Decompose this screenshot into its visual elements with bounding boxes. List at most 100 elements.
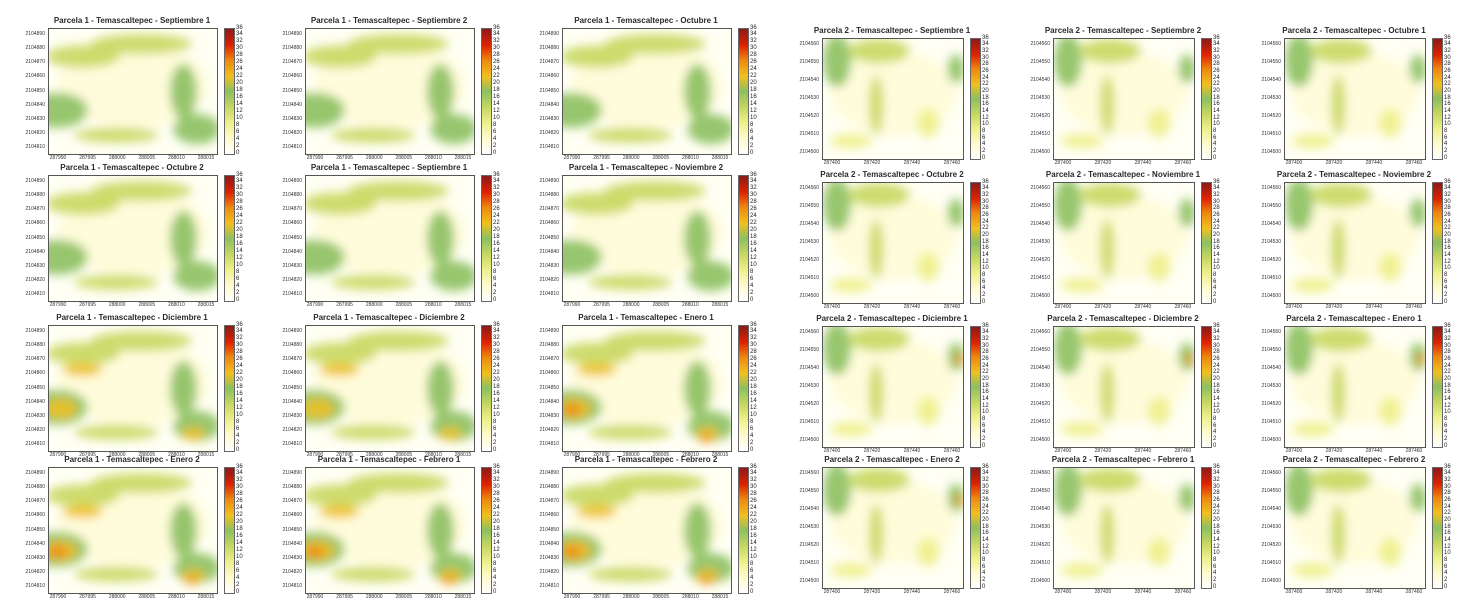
heatmap-cell [683, 503, 711, 558]
colorbar-tick-label: 30 [236, 45, 243, 52]
colorbar-tick-label: 28 [236, 349, 243, 356]
y-tick-label: 2104540 [1261, 365, 1281, 371]
heatmap-cell [49, 239, 88, 275]
y-tick-label: 2104540 [799, 221, 819, 227]
y-tick-label: 2104510 [799, 131, 819, 137]
y-tick-label: 2104550 [1030, 347, 1050, 353]
colorbar-tick-label: 28 [1444, 349, 1451, 356]
heatmap-cell [1285, 39, 1313, 87]
colorbar-tick-label: 12 [493, 254, 500, 261]
heatmap-plot [1053, 182, 1195, 304]
colorbar-tick-label: 4 [1444, 429, 1448, 436]
x-tick-label: 288000 [365, 452, 383, 458]
y-tick-label: 2104560 [1030, 470, 1050, 476]
colorbar-tick-label: 32 [1444, 335, 1451, 342]
colorbar-tick-label: 32 [982, 476, 989, 483]
colorbar-tick-label: 36 [1213, 34, 1220, 41]
colorbar-tick-label: 16 [750, 390, 757, 397]
heatmap-cell [683, 64, 711, 119]
colorbar-tick-label: 24 [1213, 74, 1220, 81]
heatmap-cell [869, 504, 884, 564]
y-tick-label: 2104870 [25, 206, 45, 213]
colorbar-tick-label: 16 [1213, 101, 1220, 108]
colorbar-tick-label: 14 [1444, 107, 1451, 114]
x-tick-label: 288005 [395, 302, 413, 308]
x-tick-label: 287400 [823, 589, 841, 595]
colorbar-tick-label: 12 [982, 543, 989, 550]
heatmap-cells [49, 331, 217, 441]
colorbar-tick-label: 22 [982, 81, 989, 88]
colorbar-tick-label: 28 [1213, 205, 1220, 212]
heatmap-cell [848, 327, 910, 351]
colorbar-tick-label: 12 [236, 546, 243, 553]
colorbar-tick-label: 34 [1213, 41, 1220, 48]
colorbar-tick-label: 24 [493, 363, 500, 370]
x-tick-label: 288000 [365, 594, 383, 600]
colorbar-tick-label: 20 [236, 227, 243, 234]
heatmap-plot [1284, 182, 1426, 304]
heatmap-cell [1079, 468, 1141, 492]
x-tick-label: 288010 [425, 155, 442, 161]
heatmap-cells [1054, 468, 1194, 578]
heatmap-cell [1054, 468, 1082, 516]
colorbar-tick-label: 10 [493, 114, 500, 121]
colorbar-tick-label: 26 [750, 206, 757, 213]
x-tick-label: 287400 [1285, 304, 1303, 310]
colorbar-tick-label: 36 [1213, 178, 1220, 185]
y-tick-label: 2104850 [282, 234, 302, 241]
colorbar-tick-label: 6 [1213, 278, 1217, 285]
panel-title: Parcela 1 - Temascaltepec - Septiembre 1 [310, 163, 468, 172]
y-tick-label: 2104500 [799, 578, 819, 584]
heatmap-cell [916, 537, 940, 567]
panel-title: Parcela 2 - Temascaltepec - Septiembre 1 [813, 26, 971, 35]
colorbar-tick-label: 12 [1213, 402, 1220, 409]
colorbar [1432, 467, 1443, 589]
y-tick-label: 2104520 [1030, 542, 1050, 548]
y-tick-label: 2104510 [799, 275, 819, 281]
y-tick-label: 2104810 [25, 291, 45, 297]
colorbar-tick-label: 8 [982, 415, 986, 422]
heatmap-plot [48, 467, 218, 594]
colorbar-tick-label: 32 [236, 38, 243, 45]
colorbar-tick-label: 12 [1213, 114, 1220, 121]
y-tick-label: 2104840 [282, 248, 302, 255]
colorbar-tick-label: 24 [236, 363, 243, 370]
heatmap-cell [1061, 421, 1103, 437]
colorbar-tick-label: 14 [493, 539, 500, 546]
heatmap-surface [563, 468, 731, 593]
heatmap-cell [830, 277, 872, 293]
x-tick-label: 288015 [454, 594, 472, 600]
y-tick-label: 2104860 [539, 512, 559, 519]
heatmap-cell [563, 342, 634, 365]
x-tick-label: 288010 [425, 594, 442, 600]
x-tick-label: 287460 [1405, 160, 1423, 166]
colorbar-tick-label: 30 [982, 483, 989, 490]
panel-title: Parcela 1 - Temascaltepec - Diciembre 1 [56, 313, 208, 322]
colorbar-tick-label: 22 [493, 220, 500, 227]
colorbar [1201, 326, 1212, 448]
x-tick-label: 287420 [863, 448, 881, 454]
y-tick-label: 2104540 [799, 77, 819, 83]
colorbar-tick-label: 18 [1213, 238, 1220, 245]
heatmap-cell [563, 239, 602, 275]
x-tick-label: 287420 [1325, 304, 1343, 310]
heatmap-cell [91, 34, 192, 54]
colorbar-tick-label: 32 [493, 38, 500, 45]
colorbar-tick-label: 10 [1213, 550, 1220, 557]
colorbar-tick-label: 24 [1444, 362, 1451, 369]
colorbar-tick-label: 0 [493, 588, 497, 595]
y-tick-label: 2104870 [282, 206, 302, 213]
colorbar-tick-label: 26 [750, 498, 757, 505]
y-tick-label: 2104820 [282, 568, 302, 575]
heatmap-cell [348, 331, 449, 351]
x-tick-label: 287995 [336, 594, 353, 600]
heatmap-panel: Parcela 1 - Temascaltepec - Enero 2 21048… [0, 455, 257, 610]
colorbar-tick-label: 14 [750, 247, 757, 254]
y-tick-label: 2104860 [25, 370, 45, 377]
colorbar-tick-label: 34 [1444, 41, 1451, 48]
heatmap-panel: Parcela 2 - Temascaltepec - Enero 1 21045… [1232, 314, 1463, 464]
colorbar-tick-label: 34 [1444, 185, 1451, 192]
colorbar-tick-label: 30 [982, 198, 989, 205]
heatmap-cell [62, 363, 103, 376]
